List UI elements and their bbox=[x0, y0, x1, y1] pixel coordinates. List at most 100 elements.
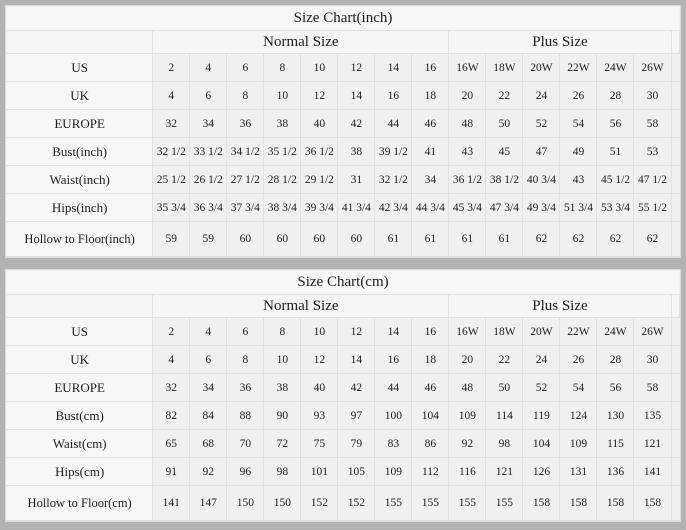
data-cell: 82 bbox=[152, 401, 191, 430]
group-header-row: Normal Size Plus Size bbox=[5, 30, 680, 54]
data-cell: 16W bbox=[448, 53, 487, 82]
data-cell: 38 3/4 bbox=[263, 193, 302, 222]
data-cell: 22W bbox=[559, 53, 598, 82]
data-cell: 51 bbox=[596, 137, 635, 166]
row-label: Waist(inch) bbox=[5, 165, 154, 194]
data-cell: 51 3/4 bbox=[559, 193, 598, 222]
data-cell: 22 bbox=[485, 81, 524, 110]
row-tail-spacer bbox=[670, 81, 680, 110]
data-cell: 40 bbox=[300, 109, 339, 138]
data-cell: 16 bbox=[411, 317, 450, 346]
data-cell: 44 bbox=[374, 373, 413, 402]
data-cell: 36 bbox=[226, 109, 265, 138]
data-cell: 16 bbox=[374, 345, 413, 374]
row-tail-spacer bbox=[670, 345, 680, 374]
data-cell: 22 bbox=[485, 345, 524, 374]
data-cell: 96 bbox=[226, 457, 265, 486]
data-cell: 2 bbox=[152, 53, 191, 82]
data-cell: 28 bbox=[596, 81, 635, 110]
row-tail-spacer bbox=[670, 165, 680, 194]
data-cell: 56 bbox=[596, 109, 635, 138]
data-cell: 26W bbox=[633, 53, 672, 82]
row-tail-spacer bbox=[670, 457, 680, 486]
data-cell: 20 bbox=[448, 81, 487, 110]
chart-title: Size Chart(cm) bbox=[6, 270, 680, 295]
data-cell: 53 3/4 bbox=[596, 193, 635, 222]
data-cell: 34 bbox=[189, 373, 228, 402]
data-cell: 115 bbox=[596, 429, 635, 458]
table-row: US 2 4 6 8 10 12 14 16 16W 18W 20W 22W 24W 26W bbox=[5, 317, 680, 346]
data-cell: 131 bbox=[559, 457, 598, 486]
data-cell: 12 bbox=[337, 317, 376, 346]
data-cell: 40 3/4 bbox=[522, 165, 561, 194]
data-cell: 42 bbox=[337, 109, 376, 138]
data-cell: 8 bbox=[263, 317, 302, 346]
table-row: Bust(inch) 32 1/2 33 1/2 34 1/2 35 1/2 36 1/2… bbox=[5, 137, 680, 166]
row-tail-spacer bbox=[670, 221, 680, 257]
data-cell: 25 1/2 bbox=[152, 165, 191, 194]
data-cell: 41 3/4 bbox=[337, 193, 376, 222]
size-chart-inch: Size Chart(inch) Normal Size Plus Size US 2 4… bbox=[5, 5, 681, 258]
data-cell: 61 bbox=[448, 221, 487, 257]
row-label: Hollow to Floor(cm) bbox=[5, 485, 154, 521]
data-cell: 86 bbox=[411, 429, 450, 458]
data-cell: 20W bbox=[522, 53, 561, 82]
data-cell: 109 bbox=[559, 429, 598, 458]
data-cell: 14 bbox=[337, 345, 376, 374]
data-cell: 38 1/2 bbox=[485, 165, 524, 194]
data-cell: 34 bbox=[411, 165, 450, 194]
data-cell: 12 bbox=[300, 81, 339, 110]
data-cell: 48 bbox=[448, 373, 487, 402]
data-cell: 155 bbox=[411, 485, 450, 521]
data-cell: 92 bbox=[448, 429, 487, 458]
chart-title-row: Size Chart(cm) bbox=[6, 270, 680, 295]
group-header-tail bbox=[670, 294, 680, 318]
data-cell: 26 1/2 bbox=[189, 165, 228, 194]
data-cell: 54 bbox=[559, 373, 598, 402]
data-cell: 41 bbox=[411, 137, 450, 166]
data-cell: 6 bbox=[226, 53, 265, 82]
table-body-cm: Size Chart(cm) Normal Size Plus Size US 2 4 6 8… bbox=[5, 270, 680, 521]
data-cell: 112 bbox=[411, 457, 450, 486]
data-cell: 45 bbox=[485, 137, 524, 166]
data-cell: 48 bbox=[448, 109, 487, 138]
data-cell: 61 bbox=[374, 221, 413, 257]
data-cell: 29 1/2 bbox=[300, 165, 339, 194]
data-cell: 4 bbox=[189, 317, 228, 346]
data-cell: 55 1/2 bbox=[633, 193, 672, 222]
data-cell: 42 bbox=[337, 373, 376, 402]
data-cell: 4 bbox=[152, 345, 191, 374]
data-cell: 33 1/2 bbox=[189, 137, 228, 166]
data-cell: 60 bbox=[226, 221, 265, 257]
data-cell: 100 bbox=[374, 401, 413, 430]
row-tail-spacer bbox=[670, 429, 680, 458]
data-cell: 105 bbox=[337, 457, 376, 486]
data-cell: 28 1/2 bbox=[263, 165, 302, 194]
data-cell: 24 bbox=[522, 345, 561, 374]
data-cell: 14 bbox=[374, 53, 413, 82]
data-cell: 26 bbox=[559, 81, 598, 110]
data-cell: 35 3/4 bbox=[152, 193, 191, 222]
data-cell: 54 bbox=[559, 109, 598, 138]
size-table-inch: Size Chart(inch) Normal Size Plus Size US 2 4… bbox=[5, 6, 680, 257]
data-cell: 158 bbox=[559, 485, 598, 521]
data-cell: 62 bbox=[633, 221, 672, 257]
data-cell: 16 bbox=[374, 81, 413, 110]
data-cell: 65 bbox=[152, 429, 191, 458]
chart-title-row: Size Chart(inch) bbox=[6, 6, 680, 31]
data-cell: 43 bbox=[448, 137, 487, 166]
group-header-spacer bbox=[5, 294, 154, 318]
data-cell: 53 bbox=[633, 137, 672, 166]
table-row: UK 4 6 8 10 12 14 16 18 20 22 24 26 28 30 bbox=[5, 81, 680, 110]
row-label: US bbox=[5, 317, 154, 346]
row-label: EUROPE bbox=[5, 373, 154, 402]
row-label: Hips(inch) bbox=[5, 193, 154, 222]
data-cell: 43 bbox=[559, 165, 598, 194]
row-tail-spacer bbox=[670, 485, 680, 521]
row-label: UK bbox=[5, 345, 154, 374]
data-cell: 72 bbox=[263, 429, 302, 458]
data-cell: 152 bbox=[300, 485, 339, 521]
table-row: Waist(cm) 65 68 70 72 75 79 83 86 92 98 104 109 115 12… bbox=[5, 429, 680, 458]
data-cell: 79 bbox=[337, 429, 376, 458]
